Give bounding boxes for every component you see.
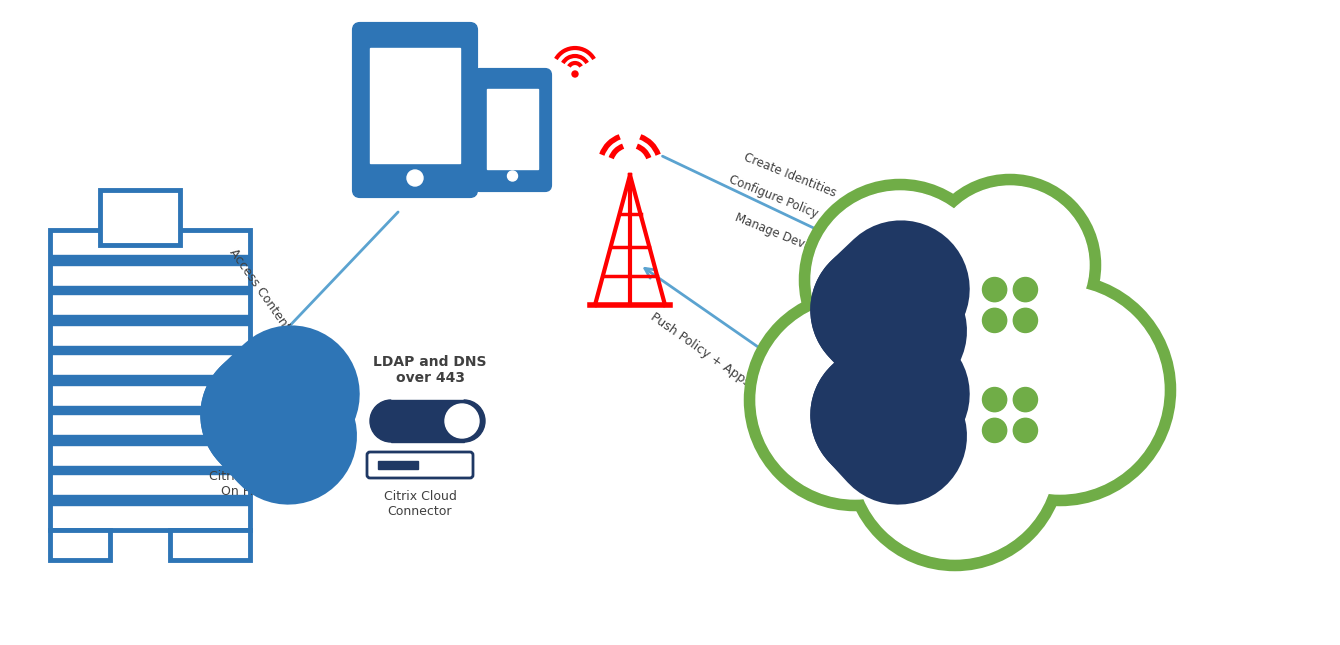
Circle shape	[748, 293, 962, 507]
Circle shape	[1004, 409, 1016, 421]
Circle shape	[756, 301, 954, 499]
Text: LDAP and DNS
over 443: LDAP and DNS over 443	[374, 355, 486, 385]
Bar	[100, 190, 180, 245]
Circle shape	[508, 171, 517, 181]
Circle shape	[982, 277, 1006, 302]
Text: Manage Devices: Manage Devices	[733, 211, 828, 259]
FancyBboxPatch shape	[354, 24, 476, 196]
Circle shape	[817, 208, 1101, 492]
Circle shape	[890, 383, 913, 405]
Circle shape	[982, 308, 1006, 333]
FancyBboxPatch shape	[486, 89, 537, 169]
Text: Configure Policy + Apps: Configure Policy + Apps	[728, 172, 863, 237]
Circle shape	[890, 278, 913, 300]
Text: Push Policy + Apps: Push Policy + Apps	[647, 311, 753, 390]
Circle shape	[887, 320, 910, 342]
FancyBboxPatch shape	[367, 452, 473, 478]
Circle shape	[825, 216, 1093, 484]
Circle shape	[1013, 308, 1037, 333]
Text: Citrix
Gateway: Citrix Gateway	[862, 453, 918, 481]
Bar	[50, 530, 110, 560]
Text: Endpoint
Management 1: Endpoint Management 1	[963, 348, 1057, 376]
Circle shape	[811, 191, 989, 369]
Circle shape	[1013, 388, 1037, 412]
Circle shape	[856, 361, 1055, 559]
Circle shape	[947, 278, 1172, 502]
Wedge shape	[464, 400, 485, 442]
Circle shape	[572, 71, 578, 77]
Circle shape	[887, 425, 910, 447]
Circle shape	[982, 388, 1006, 412]
FancyBboxPatch shape	[370, 48, 460, 163]
Text: Endpoint
Management 2: Endpoint Management 2	[963, 453, 1057, 481]
Circle shape	[931, 186, 1089, 344]
Circle shape	[280, 383, 302, 405]
Circle shape	[868, 299, 890, 321]
Text: Citrix Cloud
Connector: Citrix Cloud Connector	[383, 490, 457, 518]
Circle shape	[982, 419, 1006, 442]
Bar	[50, 230, 251, 530]
Circle shape	[259, 404, 280, 426]
Circle shape	[803, 183, 997, 377]
Circle shape	[955, 286, 1164, 494]
Circle shape	[277, 425, 299, 447]
Circle shape	[868, 404, 890, 426]
Wedge shape	[370, 400, 391, 442]
Circle shape	[1004, 299, 1016, 311]
Circle shape	[1013, 419, 1037, 442]
Circle shape	[407, 170, 423, 186]
Circle shape	[848, 353, 1063, 567]
Circle shape	[923, 178, 1097, 352]
Bar	[170, 530, 251, 560]
Bar	[378, 461, 418, 469]
FancyBboxPatch shape	[474, 70, 549, 190]
Text: Citrix
Gateway: Citrix Gateway	[862, 348, 918, 376]
Circle shape	[445, 404, 478, 438]
Circle shape	[1013, 277, 1037, 302]
Text: Create Identities: Create Identities	[742, 150, 838, 199]
Text: Citrix Gateway –
On Premises: Citrix Gateway – On Premises	[209, 470, 311, 498]
Text: Access Content: Access Content	[226, 246, 293, 333]
Bar	[391, 400, 464, 442]
